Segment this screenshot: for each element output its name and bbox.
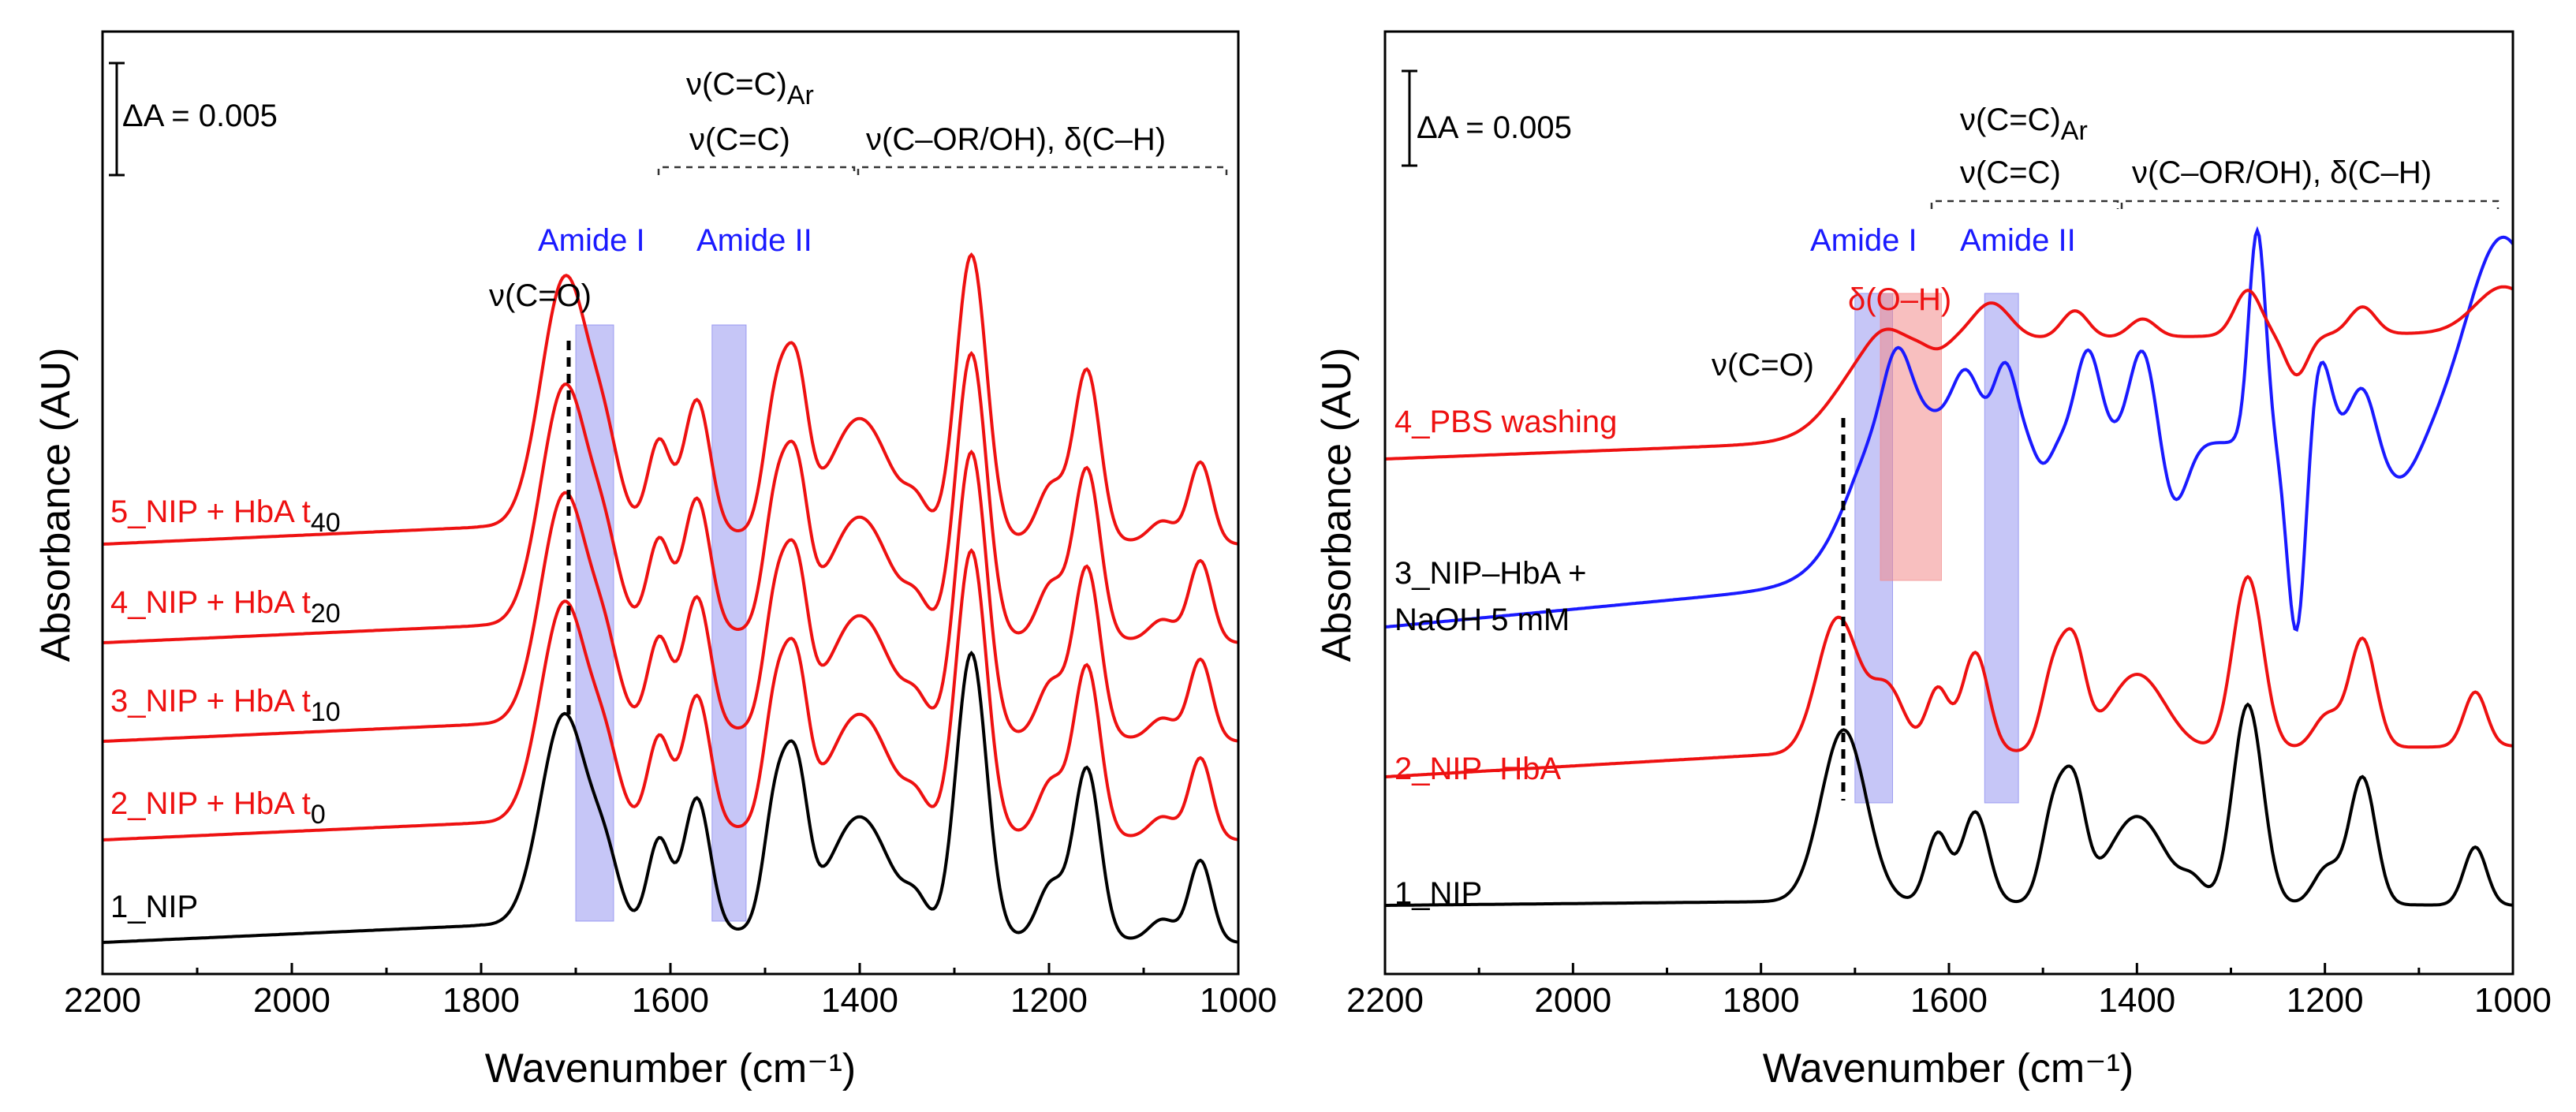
left-spectrum-2 [102, 548, 1239, 841]
right-amide-i-label: Amide I [1810, 223, 1917, 258]
left-y-axis-label: Absorbance (AU) [33, 348, 79, 662]
right-panel: 2200 2000 1800 1600 1400 1200 1000 ΔA = 0.005 … [1314, 30, 2552, 1091]
left-spectrum-4 [102, 351, 1239, 644]
left-x-axis-label: Wavenumber (cm⁻¹) [485, 1046, 856, 1091]
right-scale-bar-label: ΔA = 0.005 [1417, 110, 1572, 145]
right-x-tick-label: 1800 [1723, 981, 1800, 1020]
left-x-tick-label: 1200 [1010, 981, 1088, 1020]
left-cor-bracket [857, 166, 1228, 175]
left-cor-label: ν(C–OR/OH), δ(C–H) [866, 122, 1166, 157]
right-series-label-1: 1_NIP [1394, 876, 1482, 911]
left-x-tick-label: 2000 [253, 981, 330, 1020]
right-series-label-3b: NaOH 5 mM [1394, 603, 1570, 637]
right-amide-ii-label: Amide II [1960, 223, 2076, 258]
left-cc-label: ν(C=C) [689, 122, 790, 157]
right-series-label-4: 4_PBS washing [1394, 405, 1617, 439]
left-spectrum-1 [102, 651, 1239, 944]
left-amide-ii-label: Amide II [696, 223, 812, 258]
left-x-tick-label: 1600 [632, 981, 709, 1020]
left-series-label-4: 4_NIP + HbA t20 [110, 585, 341, 629]
left-spectrum-5 [102, 252, 1239, 546]
right-shaded-region [1984, 293, 2019, 804]
left-cc-bracket [657, 166, 856, 175]
right-cc-bracket [1930, 200, 2119, 209]
right-cor-label: ν(C–OR/OH), δ(C–H) [2132, 155, 2432, 190]
left-series-label-5: 5_NIP + HbA t40 [110, 494, 341, 538]
right-x-tick-label: 1000 [2474, 981, 2552, 1020]
left-amide-i-label: Amide I [538, 223, 645, 258]
right-spectrum-3 [1384, 226, 2514, 632]
right-x-tick-label: 2000 [1534, 981, 1611, 1020]
left-spectrum-3 [102, 450, 1239, 743]
right-cor-bracket [2120, 200, 2499, 209]
left-x-tick-label: 1000 [1200, 981, 1277, 1020]
left-cc-ar-label: ν(C=C)Ar [686, 67, 814, 110]
right-series-label-2: 2_NIP–HbA [1394, 752, 1562, 786]
left-panel: 2200 2000 1800 1600 1400 1200 1000 ΔA = 0.005 … [33, 30, 1277, 1091]
left-series-label-3: 3_NIP + HbA t10 [110, 684, 341, 727]
left-co-label: ν(C=O) [489, 278, 592, 313]
right-spectrum-4 [1384, 285, 2514, 461]
right-spectrum-2 [1384, 574, 2514, 778]
right-y-axis-label: Absorbance (AU) [1314, 348, 1360, 662]
left-x-tick-label: 1800 [442, 981, 520, 1020]
left-x-tick-label: 2200 [64, 981, 141, 1020]
right-spectrum-1 [1385, 702, 2514, 907]
right-co-label: ν(C=O) [1712, 348, 1814, 382]
right-shaded-region [1880, 293, 1942, 581]
right-series-label-3a: 3_NIP–HbA + [1394, 556, 1587, 591]
right-cc-ar-label: ν(C=C)Ar [1960, 103, 2088, 146]
right-x-tick-label: 1600 [1910, 981, 1988, 1020]
right-x-tick-label: 2200 [1346, 981, 1424, 1020]
right-oh-label: δ(O–H) [1848, 282, 1951, 317]
left-x-tick-label: 1400 [821, 981, 898, 1020]
left-scale-bar-label: ΔA = 0.005 [122, 99, 278, 133]
right-x-axis-label: Wavenumber (cm⁻¹) [1763, 1046, 2134, 1091]
right-x-tick-label: 1400 [2098, 981, 2175, 1020]
right-cc-label: ν(C=C) [1960, 155, 2061, 190]
left-series-label-2: 2_NIP + HbA t0 [110, 786, 326, 830]
right-x-tick-label: 1200 [2287, 981, 2364, 1020]
left-series-label-1: 1_NIP [110, 890, 198, 924]
